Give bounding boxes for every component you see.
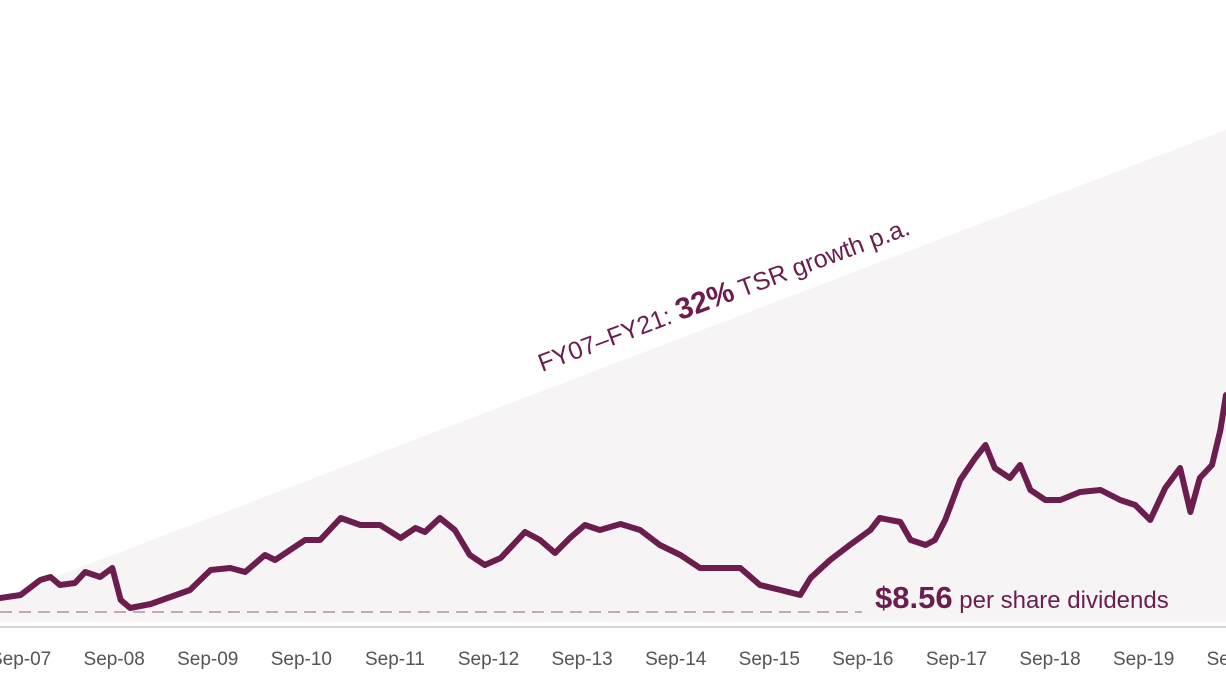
x-tick-label: Sep-17	[926, 649, 987, 670]
x-tick-label: Sep-11	[365, 649, 425, 670]
x-tick-label: Sep-16	[832, 649, 893, 670]
x-tick-label: Sep-14	[645, 649, 707, 670]
x-tick-label: Sep-09	[177, 649, 238, 670]
dividend-amount: $8.56	[875, 580, 953, 615]
x-tick-label: Sep-08	[84, 649, 145, 670]
x-tick-label: Sep-18	[1019, 649, 1080, 670]
x-tick-label: Sep-07	[0, 649, 51, 670]
annotation-highlight: 32%	[671, 275, 739, 327]
dividend-text: per share dividends	[953, 587, 1169, 614]
price-line	[0, 392, 1226, 611]
x-tick-label: Sep-15	[739, 649, 800, 670]
x-tick-label: Sep-20	[1207, 649, 1226, 670]
dividend-annotation: $8.56 per share dividends	[875, 580, 1169, 615]
x-tick-label: Sep-12	[458, 649, 519, 670]
x-tick-label: Sep-10	[271, 649, 332, 670]
tsr-band	[0, 130, 1226, 622]
x-tick-label: Sep-13	[551, 649, 612, 670]
x-tick-label: Sep-19	[1113, 649, 1174, 670]
